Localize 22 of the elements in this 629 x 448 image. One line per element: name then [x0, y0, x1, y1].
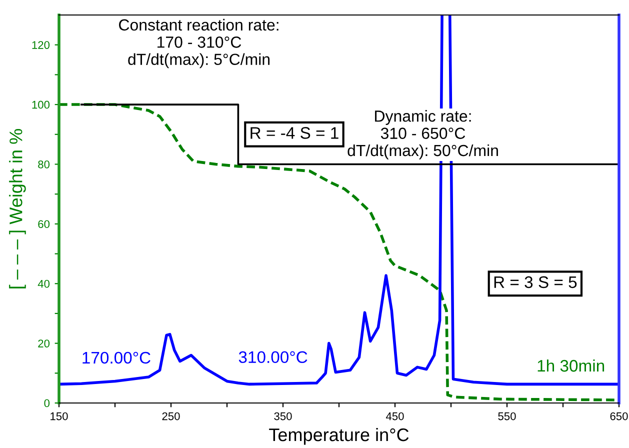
x-tick-label: 250: [162, 412, 180, 420]
x-tick-label: 450: [386, 412, 404, 420]
annotation: 310.00°C: [238, 351, 308, 364]
y-tick-label: 100: [32, 100, 50, 109]
x-tick-label: 150: [50, 412, 68, 420]
x-tick-label: 650: [610, 412, 628, 420]
annotation: Dynamic rate: 310 - 650°C dT/dt(max): 50°C/min: [348, 110, 498, 160]
x-axis-title: Temperature in°C: [269, 428, 409, 445]
x-tick-label: 550: [498, 412, 516, 420]
y-tick-label: 20: [38, 340, 50, 348]
y-axis-title: [ – – – ] Weight in %: [9, 129, 26, 288]
annotation: Constant reaction rate: 170 - 310°C dT/dt(max): 5°C/min: [119, 18, 278, 68]
annotation: 170.00°C: [82, 352, 150, 364]
y-tick-label: 60: [38, 220, 50, 228]
annotation: R = 3 S = 5: [494, 276, 577, 288]
y-tick-label: 120: [32, 41, 50, 49]
annotation: R = -4 S = 1: [250, 127, 338, 139]
y-tick-label: 40: [38, 280, 50, 288]
annotation: 1h 30min: [538, 359, 604, 372]
y-tick-label: 80: [38, 160, 50, 168]
x-tick-label: 350: [274, 412, 292, 420]
y-tick-label: 0: [44, 399, 50, 408]
